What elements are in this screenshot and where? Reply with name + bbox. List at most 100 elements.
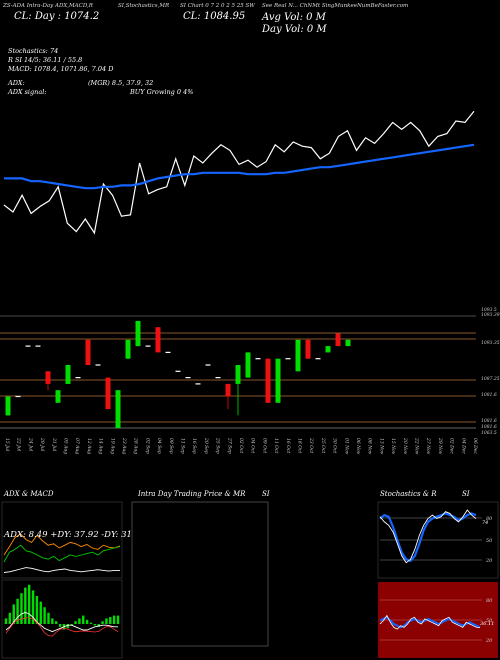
macd-histogram-bar <box>20 593 23 624</box>
price-axis-label: 1081.6 <box>481 418 497 424</box>
date-tick-label: 28 Aug <box>133 437 139 454</box>
price-axis-label: 1063.5 <box>481 430 497 436</box>
candle-body <box>175 370 181 372</box>
adx-panel-frame <box>1 501 123 579</box>
price-axis-label: 1087.25 <box>481 376 500 382</box>
date-tick-label: 11 Sep <box>180 438 186 454</box>
price-axis-label: 1093.39 <box>481 312 500 318</box>
candle-body <box>325 346 331 353</box>
macd-histogram-bar <box>74 621 77 624</box>
candle-body <box>135 320 141 347</box>
candle-body <box>35 345 41 347</box>
macd-histogram-bar <box>70 624 73 626</box>
date-tick-label: 22 Jul <box>16 437 22 452</box>
macd-histogram-bar <box>89 622 93 624</box>
candle-body <box>225 383 231 397</box>
macd-histogram-bar <box>55 621 58 624</box>
buy-signal-text: BUY Growing 0 4% <box>130 88 194 96</box>
candle-body <box>205 364 211 366</box>
macd-histogram-bar <box>35 596 39 624</box>
macd-histogram-bar <box>24 587 27 624</box>
date-tick-label: 16 Sep <box>191 438 197 454</box>
day-volume-label: Day Vol: 0 M <box>262 24 327 35</box>
intraday-title: Intra Day Trading Price & MR <box>138 490 246 498</box>
date-tick-label: 09 Sep <box>168 438 174 454</box>
candle-body <box>285 358 291 360</box>
macd-histogram-bar <box>16 598 19 624</box>
date-tick-label: 04 Dec <box>460 438 466 454</box>
macd-histogram-bar <box>93 624 97 626</box>
candle-body <box>245 352 251 378</box>
candle-body <box>315 358 321 360</box>
date-tick-label: 20 Sep <box>203 437 209 454</box>
stoch-level-label: 50 <box>486 538 493 544</box>
candle-body <box>335 333 341 347</box>
candle-body <box>45 371 51 384</box>
rsi-text: R SI 14/5: 36.11 / 55.8 <box>8 56 83 64</box>
adx-text: ADX: <box>8 79 25 87</box>
stoch-rsi-title-2: SI <box>462 490 470 498</box>
header-mid2: SI Chart 0 7 2 0 2 5 25 SW <box>180 3 255 9</box>
date-tick-label: 09 Oct <box>261 438 267 453</box>
date-tick-label: 08 Nov <box>367 438 373 455</box>
intraday-panel-frame <box>131 501 269 647</box>
date-tick-label: 05 Aug <box>63 438 69 454</box>
candle-body <box>195 383 201 385</box>
macd-histogram-bar <box>27 584 31 624</box>
date-tick-label: 16 Oct <box>285 438 291 453</box>
candle-body <box>345 339 351 347</box>
macd-text: MACD: 1078.4, 1071.86, 7.04 D <box>8 65 114 73</box>
adx-macd-title: ADX & MACD <box>4 490 54 498</box>
candle-body <box>185 377 191 379</box>
macd-histogram-bar <box>97 624 100 627</box>
bottom-panels: ADX: 8.49 +DY: 37.92 -DY: 31.95 80 50 20 74… <box>1 501 499 659</box>
candle-body <box>75 377 81 379</box>
macd-histogram-bar <box>109 617 112 624</box>
candle-body <box>235 365 241 384</box>
macd-histogram-bar <box>112 615 116 624</box>
date-tick-label: 02 Dec <box>449 438 455 454</box>
candle-body <box>115 390 121 428</box>
moving-average-line <box>4 143 475 190</box>
date-tick-label: 04 Oct <box>250 438 256 453</box>
signal-line <box>5 617 119 637</box>
price-line <box>3 110 475 235</box>
intraday-title-2: SI <box>262 490 270 498</box>
date-tick-label: 23 Aug <box>121 437 127 454</box>
close-main-label: CL: 1084.95 <box>183 11 246 22</box>
date-tick-label: 15 Jul <box>4 438 10 452</box>
macd-histogram-bar <box>51 618 54 624</box>
macd-histogram-bar <box>39 601 42 624</box>
macd-histogram-bar <box>8 612 12 624</box>
rsi-level-label: 80 <box>486 598 493 604</box>
date-tick-label: 12 Aug <box>86 438 92 454</box>
candle-body <box>55 390 61 403</box>
macd-histogram-bar <box>85 619 89 624</box>
date-tick-label: 29 Nov <box>437 437 443 455</box>
candle-body <box>15 395 21 398</box>
macd-histogram-bar <box>101 621 104 624</box>
macd-histogram-bar <box>4 618 8 624</box>
adx-value-text: (MGR) 8.5, 37.9, 32 <box>88 79 154 87</box>
date-tick-label: 07 Aug <box>74 438 80 454</box>
macd-histogram-bar <box>47 612 50 624</box>
candle-body <box>295 339 301 372</box>
price-axis-label: 1081.6 <box>481 424 497 430</box>
date-tick-label: 24 Jul <box>27 437 33 452</box>
date-tick-label: 04 Sep <box>156 438 162 454</box>
date-tick-label: 01 Nov <box>343 438 349 455</box>
macd-histogram-bar <box>31 590 35 624</box>
date-tick-label: 11 Oct <box>273 438 279 453</box>
stoch-rsi-title: Stochastics & R <box>380 490 437 498</box>
date-tick-label: 06 Dec <box>472 438 478 454</box>
close-day-label: CL: Day : 1074.2 <box>14 11 100 22</box>
header-left: ZS-ADA Intra-Day ADX,MACD,R <box>3 3 93 9</box>
date-tick-label: 30 Oct <box>332 438 338 453</box>
date-tick-label: 15 Nov <box>390 438 396 455</box>
rsi-line <box>379 615 481 629</box>
date-tick-label: 19 Aug <box>109 438 115 454</box>
candle-body <box>105 377 111 410</box>
date-tick-label: 29 Jul <box>39 437 45 452</box>
date-tick-label: 27 Sep <box>226 437 232 454</box>
macd-histogram-bar <box>43 607 46 624</box>
